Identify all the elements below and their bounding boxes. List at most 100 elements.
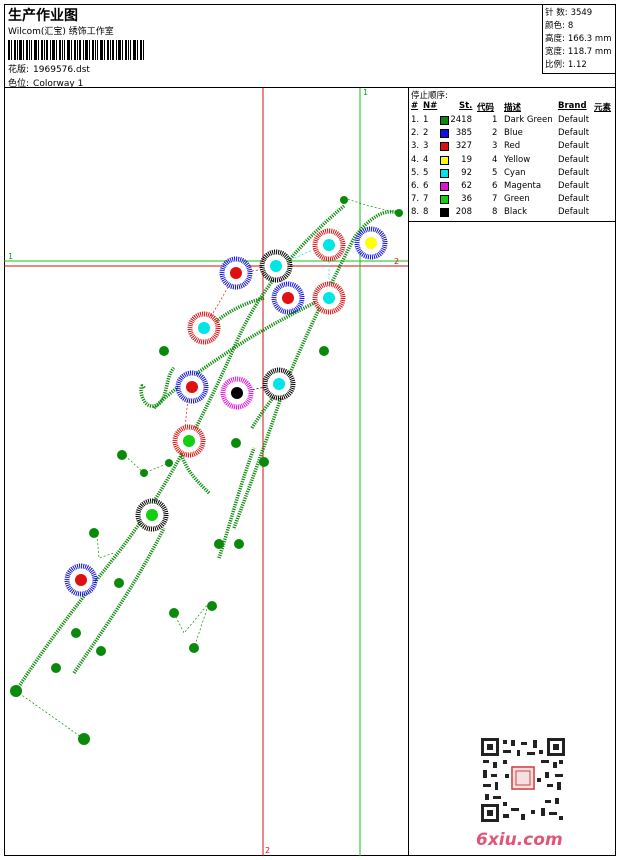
leaf-burst — [234, 539, 244, 549]
legend-code: 3 — [492, 141, 498, 152]
guide-v1-label: 1 — [363, 88, 369, 97]
color-swatch — [440, 168, 449, 178]
flower-red — [312, 281, 346, 315]
leaf-burst — [89, 528, 99, 538]
leaf-burst — [207, 601, 217, 611]
flower-blue — [175, 370, 209, 404]
guide-h2-label: 2 — [394, 257, 400, 266]
legend-desc: Red — [504, 141, 521, 152]
flower-blue — [354, 226, 388, 260]
leaf-burst — [159, 346, 169, 356]
color-swatch — [440, 116, 449, 125]
color-swatch — [440, 142, 449, 152]
legend-num: 4. — [411, 154, 420, 165]
legend-brand: Default — [558, 181, 590, 191]
colorway-value: Colorway 1 — [33, 79, 84, 89]
legend-num: 7. — [411, 194, 420, 205]
stat-scale: 比例: 1.12 — [545, 60, 587, 70]
legend-code: 1 — [492, 115, 498, 125]
legend-stitches: 36 — [461, 194, 472, 205]
legend-code: 2 — [492, 128, 498, 139]
stat-colors: 颜色: 8 — [545, 21, 574, 31]
legend-desc: Cyan — [504, 167, 526, 178]
legend-num: 6. — [411, 181, 420, 191]
legend-stitches: 62 — [461, 181, 472, 191]
legend-row: 6. 6 6 Magenta Default 62 — [409, 181, 615, 194]
leaf-burst — [10, 685, 22, 697]
flower-black — [262, 367, 296, 401]
color-swatch — [440, 208, 449, 218]
legend-brand: Default — [558, 207, 590, 218]
legend-num: 8. — [411, 207, 420, 218]
legend-num: 2. — [411, 128, 420, 139]
qr-code — [481, 738, 565, 822]
legend-num: 3. — [411, 141, 420, 152]
leaf-burst — [96, 646, 106, 656]
leaf-burst — [165, 459, 173, 467]
leaf-burst — [319, 346, 329, 356]
flower-red — [187, 311, 221, 345]
stat-width: 宽度: 118.7 mm — [545, 47, 612, 57]
legend-desc: Blue — [504, 128, 523, 139]
leaf-burst — [78, 733, 90, 745]
design-label: 花版: — [8, 65, 30, 75]
legend-desc: Yellow — [504, 154, 531, 165]
leaf-burst — [189, 643, 199, 653]
legend-brand: Default — [558, 194, 590, 205]
leaf-burst — [140, 469, 148, 477]
flower-black — [135, 498, 169, 532]
flower-black — [259, 249, 293, 283]
leaf-burst — [169, 608, 179, 618]
legend-code: 6 — [492, 181, 498, 191]
leaf-burst — [214, 539, 224, 549]
legend-brand: Default — [558, 128, 590, 139]
color-swatch — [440, 155, 449, 165]
legend-stitches: 2418 — [450, 115, 472, 125]
legend-stitches: 327 — [455, 141, 472, 152]
stat-height: 高度: 166.3 mm — [545, 34, 612, 44]
flowers — [64, 226, 388, 597]
legend-desc: Magenta — [504, 181, 542, 191]
leaf-burst — [259, 457, 269, 467]
legend-n: 5 — [423, 167, 429, 178]
legend-brand: Default — [558, 167, 590, 178]
design-value: 1969576.dst — [33, 65, 90, 75]
design-row: 花版: 1969576.dst — [8, 62, 90, 75]
watermark: 6xiu.com — [476, 830, 563, 850]
legend-n: 6 — [423, 181, 429, 191]
legend-desc: Dark Green — [504, 115, 553, 125]
legend-row: 8. 8 8 Black Default 208 — [409, 207, 615, 220]
legend-row: 2. 2 2 Blue Default 385 — [409, 128, 615, 141]
leaf-burst — [114, 578, 124, 588]
guide-v2-label: 2 — [265, 846, 271, 855]
legend-header: # N# St. 代码 描述 Brand 元素 — [411, 101, 612, 113]
page-title: 生产作业图 — [8, 8, 78, 24]
company-name: Wilcom(汇宝) 绣饰工作室 — [8, 27, 114, 37]
color-swatch — [440, 182, 449, 191]
leaf-burst — [71, 628, 81, 638]
legend-stitches: 19 — [461, 154, 472, 165]
guide-h1-label: 1 — [8, 252, 14, 261]
legend-brand: Default — [558, 115, 590, 125]
legend-desc: Green — [504, 194, 530, 205]
legend-num: 1. — [411, 115, 420, 125]
leaves — [10, 196, 403, 745]
legend-stitches: 385 — [455, 128, 472, 139]
leaf-burst — [340, 196, 348, 204]
legend-code: 5 — [492, 167, 498, 178]
colorway-row: 色位: Colorway 1 — [8, 76, 83, 89]
leaf-burst — [395, 209, 403, 217]
legend-row: 4. 4 4 Yellow Default 19 — [409, 155, 615, 168]
legend-n: 8 — [423, 207, 429, 218]
legend-n: 1 — [423, 115, 429, 125]
leaf-burst — [231, 438, 241, 448]
flower-blue — [219, 256, 253, 290]
stats-box: 针 数: 3549 颜色: 8 高度: 166.3 mm 宽度: 118.7 mm 比例… — [542, 4, 616, 74]
flower-red — [312, 228, 346, 262]
color-swatch — [440, 129, 449, 139]
embroidery-preview — [4, 88, 408, 856]
flower-blue — [271, 281, 305, 315]
legend-stitches: 92 — [461, 167, 472, 178]
legend-row: 7. 7 7 Green Default 36 — [409, 194, 615, 207]
legend-num: 5. — [411, 167, 420, 178]
